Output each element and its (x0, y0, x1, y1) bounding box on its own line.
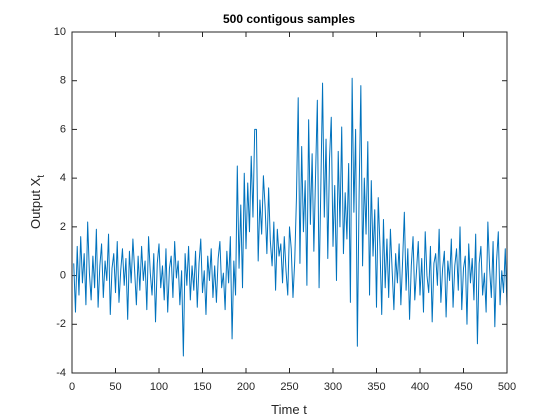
x-tick-label: 450 (454, 381, 472, 393)
x-tick-label: 300 (324, 381, 342, 393)
y-tick-label: 6 (60, 123, 66, 135)
x-tick-label: 200 (237, 381, 255, 393)
y-tick-label: 8 (60, 75, 66, 87)
x-tick-label: 250 (280, 381, 298, 393)
y-tick-label: -2 (56, 318, 66, 330)
x-axis-label: Time t (271, 402, 307, 417)
x-tick-label: 50 (109, 381, 121, 393)
y-axis-label: Output Xt (28, 175, 47, 229)
x-tick-label: 400 (411, 381, 429, 393)
x-tick-label: 350 (367, 381, 385, 393)
y-tick-label: 2 (60, 221, 66, 233)
y-axis-label-text: Output X (28, 177, 43, 229)
x-tick-label: 150 (193, 381, 211, 393)
y-tick-label: 4 (60, 172, 66, 184)
x-tick-label: 100 (150, 381, 168, 393)
y-tick-label: 0 (60, 269, 66, 281)
y-axis-label-subscript: t (36, 175, 47, 178)
x-tick-label: 0 (69, 381, 75, 393)
y-tick-label: -4 (56, 367, 66, 379)
plot-frame (71, 31, 508, 374)
y-tick-label: 10 (54, 26, 66, 38)
data-line (73, 77, 508, 357)
x-tick-label: 500 (498, 381, 516, 393)
chart-title: 500 contigous samples (223, 12, 355, 26)
